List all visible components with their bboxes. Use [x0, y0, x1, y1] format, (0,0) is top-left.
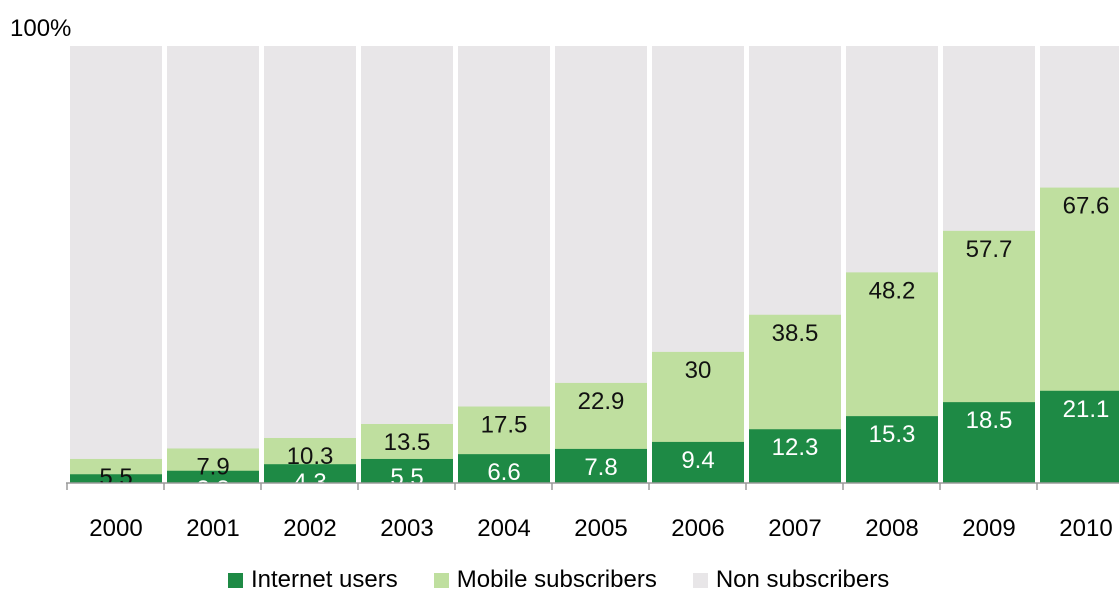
x-tick-label-2007: 2007	[768, 515, 821, 542]
x-tick-label-2000: 2000	[89, 515, 142, 542]
x-tick-label-2005: 2005	[574, 515, 627, 542]
legend-swatch-internet-users	[228, 572, 243, 588]
label-internet-users-2004: 6.6	[487, 459, 520, 486]
label-mobile-subscribers-2004: 17.5	[481, 412, 528, 439]
bar-internet-users-2003	[361, 458, 453, 483]
bar-internet-users-2008	[846, 416, 938, 483]
label-internet-users-2008: 15.3	[869, 421, 916, 448]
bar-non-subscribers-2000	[70, 46, 162, 483]
bar-internet-users-2006	[652, 441, 744, 483]
label-internet-users-2007: 12.3	[772, 434, 819, 461]
label-mobile-subscribers-2005: 22.9	[578, 388, 625, 415]
bar-non-subscribers-2002	[264, 46, 356, 483]
bar-internet-users-2007	[749, 429, 841, 483]
x-tick-label-2006: 2006	[671, 515, 724, 542]
label-mobile-subscribers-2000: 5.5	[99, 464, 132, 491]
x-axis-ticks: 2000 2001 2002 2003 2004 2005 2006 2007 2008 2009…	[66, 483, 1113, 542]
label-mobile-subscribers-2010: 67.6	[1063, 193, 1110, 220]
label-internet-users-2010: 21.1	[1063, 396, 1110, 423]
label-mobile-subscribers-2006: 30	[685, 357, 712, 384]
bar-internet-users-2000	[70, 474, 162, 483]
legend: Internet users Mobile subscribers Non su…	[228, 566, 925, 594]
legend-item-non-subscribers: Non subscribers	[692, 566, 890, 594]
x-tick-label-2008: 2008	[865, 515, 918, 542]
bar-internet-users-2010	[1040, 390, 1119, 483]
bar-internet-users-2004	[458, 454, 550, 483]
legend-swatch-non-subscribers	[692, 572, 708, 588]
legend-swatch-mobile-subscribers	[433, 572, 449, 588]
x-tick-label-2009: 2009	[962, 515, 1015, 542]
bar-internet-users-2001	[167, 470, 259, 483]
x-tick-label-2002: 2002	[283, 515, 336, 542]
legend-label-internet-users: Internet users	[251, 566, 398, 593]
x-tick-label-2001: 2001	[186, 515, 239, 542]
y-axis-max-label: 100%	[10, 15, 71, 42]
label-mobile-subscribers-2009: 57.7	[966, 236, 1013, 263]
x-tick-label-2003: 2003	[380, 515, 433, 542]
bars-group: 5.527.92.810.34.313.55.517.56.622.97.830…	[70, 46, 1119, 506]
label-internet-users-2006: 9.4	[681, 447, 714, 474]
legend-label-mobile-subscribers: Mobile subscribers	[456, 566, 657, 593]
bar-internet-users-2005	[555, 448, 647, 483]
label-mobile-subscribers-2003: 13.5	[384, 429, 431, 456]
bar-non-subscribers-2003	[361, 46, 453, 483]
bar-non-subscribers-2001	[167, 46, 259, 483]
label-internet-users-2005: 7.8	[584, 454, 617, 481]
label-mobile-subscribers-2007: 38.5	[772, 320, 819, 347]
label-internet-users-2001: 2.8	[196, 476, 229, 503]
legend-item-internet-users: Internet users	[228, 566, 398, 594]
label-internet-users-2000: 2	[109, 479, 122, 506]
label-internet-users-2002: 4.3	[293, 469, 326, 496]
bar-internet-users-2009	[943, 402, 1035, 483]
x-tick-label-2004: 2004	[477, 515, 530, 542]
label-mobile-subscribers-2002: 10.3	[287, 443, 334, 470]
label-internet-users-2003: 5.5	[390, 464, 423, 491]
label-mobile-subscribers-2001: 7.9	[196, 453, 229, 480]
bar-internet-users-2002	[264, 464, 356, 483]
legend-label-non-subscribers: Non subscribers	[715, 566, 890, 593]
label-internet-users-2009: 18.5	[966, 407, 1013, 434]
x-tick-label-2010: 2010	[1059, 515, 1112, 542]
legend-item-mobile-subscribers: Mobile subscribers	[433, 566, 657, 594]
label-mobile-subscribers-2008: 48.2	[869, 277, 916, 304]
